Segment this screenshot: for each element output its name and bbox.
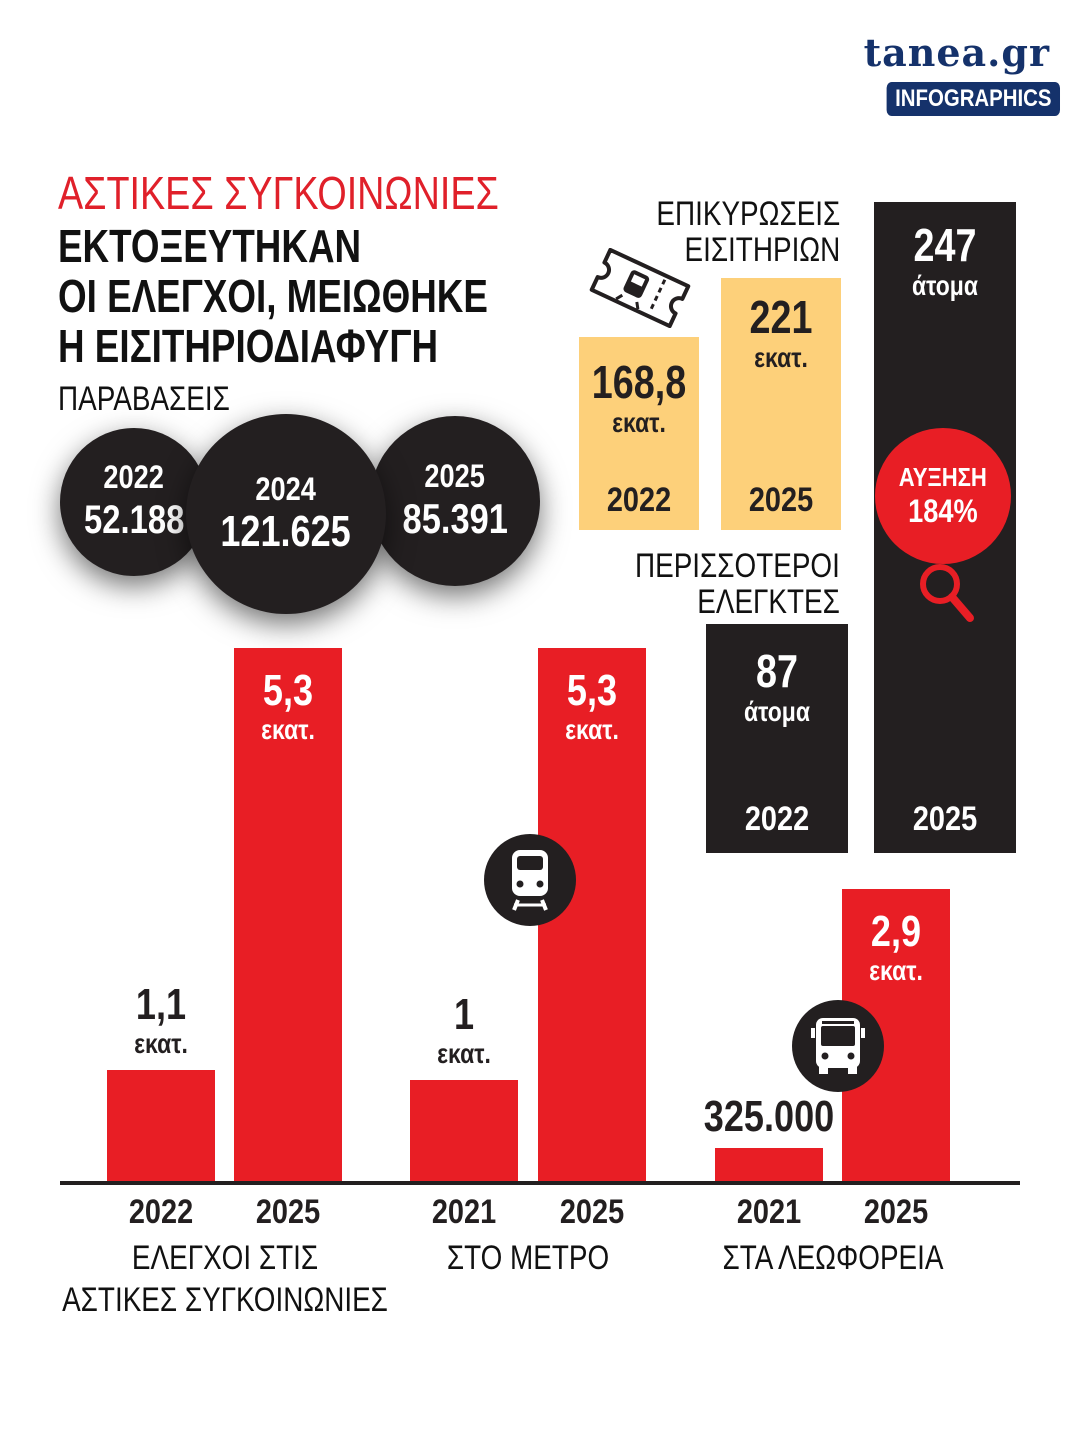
validations-year: 2022 <box>606 481 672 519</box>
bar-value: 1 <box>453 990 475 1040</box>
increase-badge: ΑΥΞΗΣΗ 184% <box>875 428 1011 564</box>
bar-0-2022 <box>107 1070 215 1181</box>
bar-value-label: 2,9 εκατ. <box>816 909 976 987</box>
chart-baseline <box>60 1181 1020 1185</box>
group-label-line: ΕΛΕΓΧΟΙ ΣΤΙΣ <box>131 1239 318 1277</box>
bar-value: 5,3 <box>566 666 618 715</box>
group-label-line: ΣΤΑ ΛΕΩΦΟΡΕΙΑ <box>722 1239 943 1277</box>
x-tick-label: 2025 <box>255 1193 321 1231</box>
inspectors-year: 2022 <box>744 800 810 838</box>
bar-value-label: 5,3 εκατ. <box>512 668 672 746</box>
bar-value-label: 1 εκατ. <box>384 992 544 1070</box>
ticket-icon <box>585 247 695 329</box>
inspectors-label-line1: ΠΕΡΙΣΣΟΤΕΡΟΙ <box>635 547 840 585</box>
violations-label: ΠΑΡΑΒΑΣΕΙΣ <box>58 380 230 418</box>
violation-value: 121.625 <box>220 507 352 556</box>
inspectors-year: 2025 <box>912 800 978 838</box>
inspectors-box-2022: 87 άτομα 2022 <box>706 624 848 853</box>
validations-label-line2: ΕΙΣΙΤΗΡΙΩΝ <box>684 231 840 269</box>
inspectors-unit: άτομα <box>744 696 810 727</box>
bar-unit: εκατ. <box>261 714 315 745</box>
x-tick-label: 2022 <box>128 1193 194 1231</box>
bar-unit: εκατ. <box>565 714 619 745</box>
bar-value: 5,3 <box>262 666 314 715</box>
validations-label-line1: ΕΠΙΚΥΡΩΣΕΙΣ <box>656 195 840 233</box>
validations-year: 2025 <box>748 481 814 519</box>
bar-2-2021 <box>715 1148 823 1181</box>
validations-value: 221 <box>749 291 813 343</box>
violation-value: 52.188 <box>83 498 185 542</box>
bar-0-2025 <box>234 648 342 1181</box>
bar-unit: εκατ. <box>134 1028 188 1060</box>
inspectors-label-line2: ΕΛΕΓΚΤΕΣ <box>697 583 840 621</box>
violation-value: 85.391 <box>402 495 508 542</box>
brand-logo-text: tanea.gr <box>863 30 1050 75</box>
title-line-1: ΕΚΤΟΞΕΥΤΗΚΑΝ <box>58 220 362 272</box>
violation-year: 2025 <box>424 458 486 494</box>
bar-unit: εκατ. <box>869 955 923 987</box>
magnifier-icon <box>914 558 978 628</box>
x-tick-label: 2021 <box>431 1193 497 1231</box>
bar-value-label: 1,1 εκατ. <box>81 982 241 1060</box>
bar-value: 2,9 <box>870 907 922 957</box>
validations-box-2022: 168,8 εκατ. 2022 <box>579 337 699 530</box>
bar-value: 325.000 <box>703 1092 835 1142</box>
group-label: ΣΤΑ ΛΕΩΦΟΡΕΙΑ <box>669 1237 997 1279</box>
group-label-line: ΣΤΟ ΜΕΤΡΟ <box>446 1239 610 1277</box>
bar-value-label: 325.000 <box>689 1094 849 1140</box>
title-line-3: Η ΕΙΣΙΤΗΡΙΟΔΙΑΦΥΓΗ <box>58 320 439 372</box>
inspectors-box-2025: 247 άτομα ΑΥΞΗΣΗ 184% 2025 <box>874 202 1016 853</box>
inspectors-value: 87 <box>756 645 798 697</box>
title-kicker: ΑΣΤΙΚΕΣ ΣΥΓΚΟΙΝΩΝΙΕΣ <box>58 167 499 219</box>
bus-icon <box>792 1000 884 1092</box>
bar-unit: εκατ. <box>437 1038 491 1070</box>
x-tick-label: 2021 <box>736 1193 802 1231</box>
x-tick-label: 2025 <box>559 1193 625 1231</box>
bar-1-2021 <box>410 1080 518 1181</box>
bar-value-label: 5,3 εκατ. <box>208 668 368 746</box>
metro-train-icon <box>484 834 576 926</box>
increase-value: 184% <box>908 493 978 529</box>
violation-circle-2024: 2024 121.625 <box>186 414 386 614</box>
violation-circle-2025: 2025 85.391 <box>370 416 540 586</box>
violation-circle-2022: 2022 52.188 <box>60 428 208 576</box>
title-line-2: ΟΙ ΕΛΕΓΧΟΙ, ΜΕΙΩΘΗΚΕ <box>58 270 488 322</box>
validations-unit: εκατ. <box>612 407 666 438</box>
validations-box-2025: 221 εκατ. 2025 <box>721 278 841 530</box>
inspectors-value: 247 <box>913 219 977 271</box>
brand-badge: INFOGRAPHICS <box>886 82 1060 116</box>
group-label: ΣΤΟ ΜΕΤΡΟ <box>364 1237 692 1279</box>
x-tick-label: 2025 <box>863 1193 929 1231</box>
validations-value: 168,8 <box>591 356 687 408</box>
group-label-line: ΑΣΤΙΚΕΣ ΣΥΓΚΟΙΝΩΝΙΕΣ <box>61 1281 388 1319</box>
violation-year: 2022 <box>103 459 165 495</box>
validations-unit: εκατ. <box>754 342 808 373</box>
inspectors-label: ΠΕΡΙΣΣΟΤΕΡΟΙ ΕΛΕΓΚΤΕΣ <box>635 548 840 620</box>
increase-label: ΑΥΞΗΣΗ <box>898 462 988 492</box>
validations-label: ΕΠΙΚΥΡΩΣΕΙΣ ΕΙΣΙΤΗΡΙΩΝ <box>656 196 840 268</box>
group-label: ΕΛΕΓΧΟΙ ΣΤΙΣ ΑΣΤΙΚΕΣ ΣΥΓΚΟΙΝΩΝΙΕΣ <box>61 1237 389 1321</box>
inspectors-unit: άτομα <box>912 270 978 301</box>
violation-year: 2024 <box>255 471 317 507</box>
bar-value: 1,1 <box>135 980 187 1030</box>
